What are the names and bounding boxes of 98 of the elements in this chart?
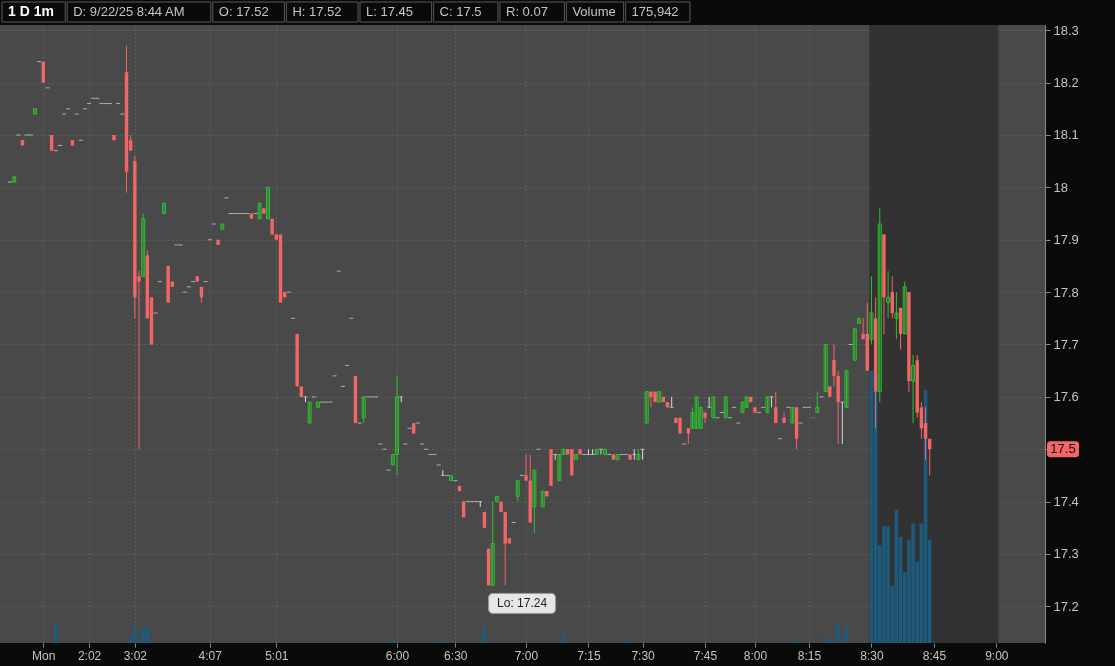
x-tick-label: 8:45 <box>922 648 947 663</box>
candlestick <box>449 474 454 482</box>
candlestick <box>877 207 882 403</box>
x-tick-label: 4:07 <box>198 648 223 663</box>
candlestick <box>494 495 499 503</box>
y-tick-label: 18.1 <box>1053 127 1079 143</box>
x-tick-label: 3:02 <box>123 648 148 663</box>
candlestick <box>923 406 928 461</box>
y-tick-label: 17.3 <box>1053 546 1079 562</box>
bar <box>882 526 886 643</box>
candlestick <box>315 401 320 408</box>
annotation: 17.5 <box>1050 441 1076 457</box>
candlestick <box>694 396 699 429</box>
candlestick <box>532 469 537 534</box>
candlestick <box>515 480 520 503</box>
y-tick-label: 18.2 <box>1053 75 1079 91</box>
candlestick <box>769 396 774 408</box>
y-tick-label: 17.9 <box>1053 232 1079 248</box>
candlestick <box>894 291 899 340</box>
x-tick-label: 9:00 <box>985 648 1009 663</box>
x-tick-label: 7:45 <box>693 648 718 663</box>
text: R: 0.07 <box>506 4 548 19</box>
bar <box>828 640 832 643</box>
candlestick <box>815 391 820 414</box>
y-tick-label: 18.3 <box>1053 22 1079 38</box>
candlestick <box>553 453 558 461</box>
chart-title: 1 D 1m <box>8 3 54 19</box>
candlestick <box>640 448 645 461</box>
candlestick <box>573 453 578 461</box>
text: L: 17.45 <box>366 4 413 19</box>
bar <box>624 640 628 643</box>
bar <box>911 523 915 643</box>
text: D: 9/22/25 8:44 AM <box>73 4 185 19</box>
x-tick-label: Mon <box>32 648 56 663</box>
candlestick <box>707 396 712 408</box>
y-tick-label: 17.4 <box>1053 494 1079 510</box>
text: 175,942 <box>631 4 679 19</box>
candlestick <box>524 453 528 482</box>
bar <box>391 640 395 643</box>
bar <box>794 640 799 643</box>
candlestick <box>161 202 166 215</box>
candlestick <box>869 275 874 345</box>
x-tick-label: 8:30 <box>860 648 884 663</box>
bar <box>53 623 58 643</box>
text: Volume <box>572 4 616 19</box>
candlestick <box>32 108 37 115</box>
candlestick <box>395 375 400 476</box>
candlestick <box>361 396 366 424</box>
annotation: Lo: 17.24 <box>497 596 548 611</box>
bar <box>133 626 137 643</box>
candlestick <box>303 396 308 403</box>
y-tick-label: 17.2 <box>1053 598 1079 614</box>
candlestick <box>723 396 728 419</box>
x-tick-label: 6:00 <box>385 648 410 663</box>
y-tick-label: 18 <box>1053 179 1068 195</box>
candlestick <box>478 501 483 508</box>
candlestick <box>844 370 849 408</box>
text: C: 17.5 <box>439 4 482 19</box>
candlestick <box>399 396 404 403</box>
candlestick <box>440 469 445 476</box>
candlestick <box>644 391 649 424</box>
x-tick-label: 8:15 <box>797 648 822 663</box>
bar <box>886 526 890 643</box>
candlestick <box>266 186 271 220</box>
text: O: 17.52 <box>218 4 269 19</box>
x-tick-label: 6:30 <box>444 648 468 663</box>
bar <box>836 623 840 643</box>
candlestick <box>636 448 641 461</box>
candlestick <box>774 391 778 424</box>
candlestick <box>557 453 562 482</box>
x-tick-label: 5:01 <box>265 648 289 663</box>
candlestick <box>703 412 707 424</box>
candlestick <box>632 448 637 461</box>
candlestick <box>586 448 591 455</box>
candlestick <box>765 396 770 414</box>
candlestick <box>856 317 861 325</box>
candlestick <box>823 343 828 393</box>
text: H: 17.52 <box>292 4 342 19</box>
y-tick-label: 17.8 <box>1053 284 1079 300</box>
x-tick-label: 7:00 <box>514 648 539 663</box>
candlestick <box>590 448 595 455</box>
x-tick-label: 7:15 <box>577 648 601 663</box>
y-tick-label: 17.7 <box>1053 336 1079 352</box>
candlestick <box>840 401 845 445</box>
x-tick-label: 2:02 <box>77 648 102 663</box>
candlestick <box>141 213 146 277</box>
candlestick <box>603 448 608 455</box>
candlestick <box>782 412 786 424</box>
candlestick <box>852 328 857 361</box>
x-tick-label: 8:00 <box>743 648 768 663</box>
candlestick <box>711 396 716 419</box>
y-tick-label: 17.6 <box>1053 389 1079 405</box>
candlestick <box>649 391 653 408</box>
bar <box>441 640 445 643</box>
candlestick <box>902 281 907 335</box>
candlestick <box>307 401 312 424</box>
bar <box>141 629 145 643</box>
x-tick-label: 7:30 <box>631 648 656 663</box>
